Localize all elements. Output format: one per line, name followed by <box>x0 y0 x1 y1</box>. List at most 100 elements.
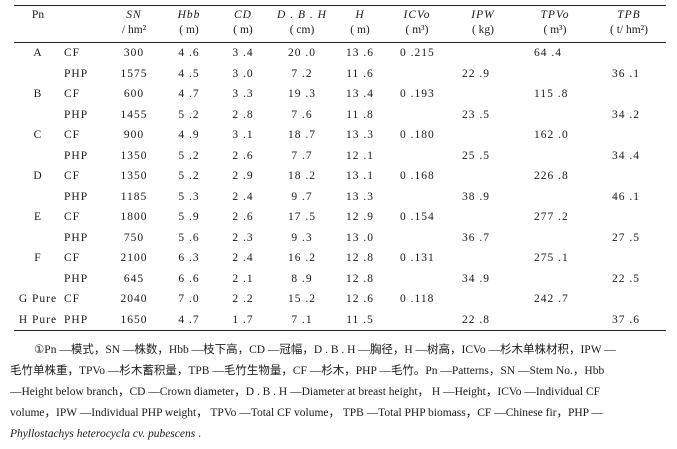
table-row: H Pure PHP 1650 4 .7 1 .7 7 .1 11 .5 22 .8 37 .6 <box>14 310 666 331</box>
cell-pt: CF <box>64 88 81 101</box>
cell-tpb: 46 .1 <box>612 190 640 203</box>
cell-icvo <box>386 310 448 331</box>
header-sn-label: SN <box>126 9 142 21</box>
cell-h: 12 .1 <box>346 149 374 162</box>
cell-tpb: 27 .5 <box>612 231 640 244</box>
cell-dbh: 19 .3 <box>288 88 316 101</box>
cell-tpb: 34 .4 <box>612 149 640 162</box>
cell-ipw <box>448 207 518 228</box>
cell-pn: H Pure <box>18 313 58 326</box>
cell-cd: 2 .6 <box>232 149 254 162</box>
cell-cd: 2 .9 <box>232 170 254 183</box>
cell-dbh: 18 .7 <box>288 129 316 142</box>
cell-cd: 3 .1 <box>232 129 254 142</box>
cell-sn: 600 <box>123 88 145 101</box>
cell-cd: 2 .2 <box>232 293 254 306</box>
cell-pn <box>14 269 62 290</box>
cell-icvo: 0 .131 <box>400 252 435 265</box>
cell-tpb <box>592 207 666 228</box>
cell-cd: 2 .6 <box>232 211 254 224</box>
table-row: PHP 645 6 .6 2 .1 8 .9 12 .8 34 .9 22 .5 <box>14 269 666 290</box>
cell-sn: 2040 <box>120 293 148 306</box>
cell-tpb <box>592 166 666 187</box>
header-h-label: H <box>355 9 365 21</box>
cell-hbb: 4 .6 <box>178 47 200 60</box>
cell-pn <box>14 228 62 249</box>
cell-hbb: 4 .5 <box>178 67 200 80</box>
cell-pt: PHP <box>64 67 89 80</box>
cell-pt: CF <box>64 252 81 265</box>
footnote-end: . <box>195 428 201 440</box>
table-row: PHP 1575 4 .5 3 .0 7 .2 11 .6 22 .9 36 .1 <box>14 64 666 85</box>
cell-tpvo: 162 .0 <box>534 129 569 142</box>
footnote-line-last: Phyllostachys heterocycla cv. pubescens … <box>10 424 667 445</box>
footnote-line: volume，IPW —Individual PHP weight， TPVo … <box>10 407 604 419</box>
table-row: E CF 1800 5 .9 2 .6 17 .5 12 .9 0 .154 277 .2 <box>14 207 666 228</box>
cell-sn: 2100 <box>120 252 148 265</box>
cell-h: 12 .8 <box>346 272 374 285</box>
cell-h: 13 .0 <box>346 231 374 244</box>
header-ipw-label: IPW <box>471 9 495 21</box>
cell-icvo <box>386 228 448 249</box>
cell-icvo <box>386 64 448 85</box>
table-row: PHP 750 5 .6 2 .3 9 .3 13 .0 36 .7 27 .5 <box>14 228 666 249</box>
cell-pt: CF <box>64 293 81 306</box>
cell-pt: CF <box>64 129 81 142</box>
cell-ipw: 36 .7 <box>462 231 490 244</box>
cell-h: 13 .4 <box>346 88 374 101</box>
table-row: B CF 600 4 .7 3 .3 19 .3 13 .4 0 .193 115 .8 <box>14 84 666 105</box>
cell-cd: 3 .0 <box>232 67 254 80</box>
cell-hbb: 6 .6 <box>178 272 200 285</box>
cell-dbh: 9 .7 <box>291 190 313 203</box>
header-hbb-unit: ( m) <box>179 24 199 36</box>
cell-tpvo <box>518 310 592 331</box>
cell-pt: PHP <box>64 272 89 285</box>
header-icvo: ICVo ( m³) <box>386 6 448 43</box>
cell-pt: PHP <box>64 231 89 244</box>
table-row: F CF 2100 6 .3 2 .4 16 .2 12 .8 0 .131 275 .1 <box>14 248 666 269</box>
cell-tpvo: 115 .8 <box>534 88 569 101</box>
cell-h: 13 .1 <box>346 170 374 183</box>
cell-pn: E <box>33 211 43 224</box>
cell-dbh: 7 .2 <box>291 67 313 80</box>
header-sn-unit: / hm² <box>121 24 147 36</box>
cell-h: 11 .5 <box>346 313 374 326</box>
cell-cd: 3 .3 <box>232 88 254 101</box>
cell-h: 12 .8 <box>346 252 374 265</box>
cell-icvo: 0 .154 <box>400 211 435 224</box>
cell-pn: C <box>33 129 43 142</box>
cell-pn <box>14 105 62 126</box>
cell-tpb: 22 .5 <box>612 272 640 285</box>
cell-hbb: 5 .9 <box>178 211 200 224</box>
cell-dbh: 15 .2 <box>288 293 316 306</box>
cell-ipw: 23 .5 <box>462 108 490 121</box>
cell-hbb: 5 .6 <box>178 231 200 244</box>
cell-hbb: 5 .2 <box>178 149 200 162</box>
table-row: PHP 1455 5 .2 2 .8 7 .6 11 .8 23 .5 34 .2 <box>14 105 666 126</box>
cell-pn <box>14 64 62 85</box>
table-row: D CF 1350 5 .2 2 .9 18 .2 13 .1 0 .168 226 .8 <box>14 166 666 187</box>
cell-pn: D <box>33 170 43 183</box>
cell-tpb <box>592 125 666 146</box>
cell-h: 12 .6 <box>346 293 374 306</box>
cell-tpvo <box>518 64 592 85</box>
cell-dbh: 7 .7 <box>291 149 313 162</box>
cell-sn: 900 <box>123 129 145 142</box>
cell-icvo <box>386 105 448 126</box>
header-tpvo-label: TPVo <box>540 9 570 21</box>
header-pn: Pn <box>14 6 62 43</box>
cell-h: 13 .6 <box>346 47 374 60</box>
cell-tpb: 36 .1 <box>612 67 640 80</box>
header-ipw: IPW ( kg) <box>448 6 518 43</box>
cell-dbh: 18 .2 <box>288 170 316 183</box>
cell-h: 12 .9 <box>346 211 374 224</box>
cell-icvo <box>386 146 448 167</box>
cell-cd: 3 .4 <box>232 47 254 60</box>
header-dbh-label: D . B . H <box>277 9 327 21</box>
cell-pn <box>14 187 62 208</box>
header-icvo-label: ICVo <box>403 9 431 21</box>
cell-icvo <box>386 269 448 290</box>
cell-hbb: 4 .7 <box>178 313 200 326</box>
table-row: PHP 1350 5 .2 2 .6 7 .7 12 .1 25 .5 34 .4 <box>14 146 666 167</box>
cell-hbb: 5 .2 <box>178 170 200 183</box>
